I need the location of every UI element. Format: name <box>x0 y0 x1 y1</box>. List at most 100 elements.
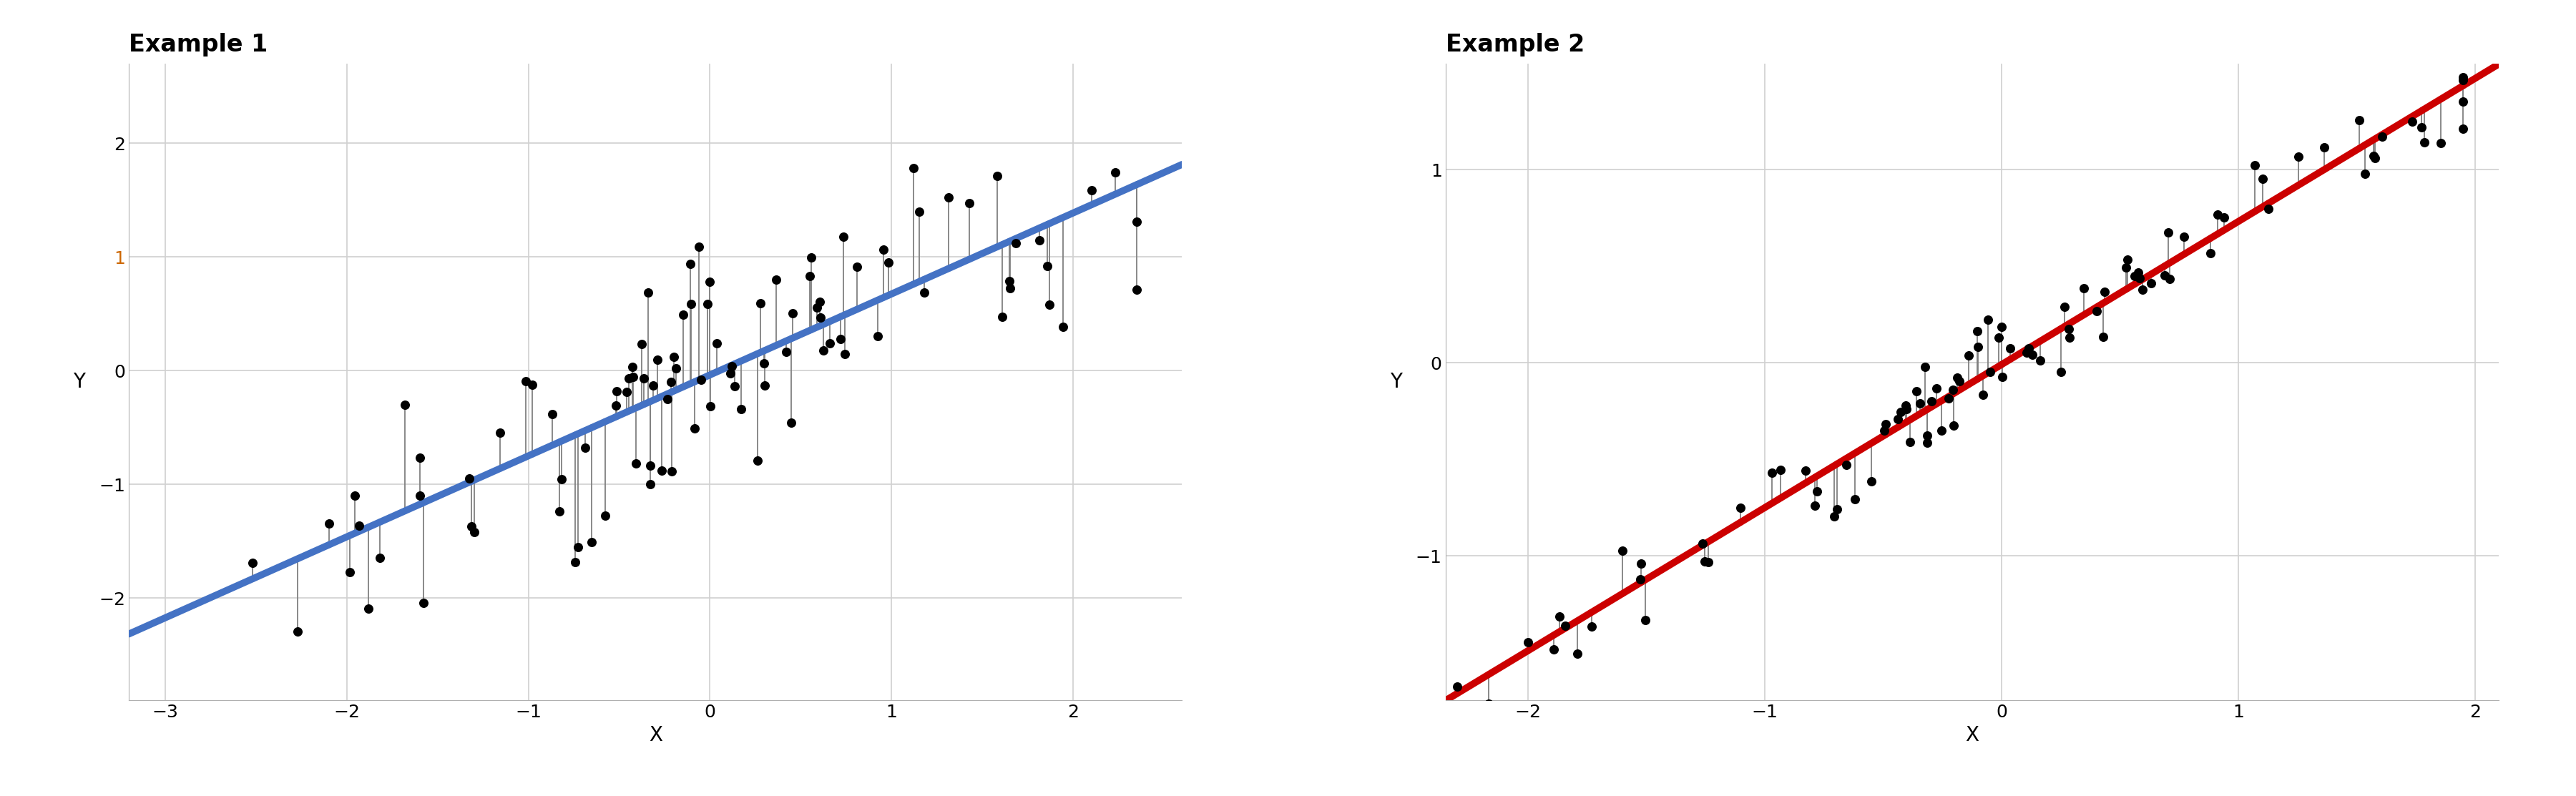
Point <box>675 422 716 435</box>
Point <box>1028 298 1069 311</box>
Point <box>2148 226 2190 239</box>
Point <box>2012 340 2053 353</box>
Point <box>770 332 811 345</box>
Point <box>2107 253 2148 266</box>
Point <box>2442 122 2483 135</box>
Point <box>2164 231 2205 244</box>
Point <box>641 464 683 477</box>
Point <box>1814 459 1855 472</box>
Point <box>1115 178 1157 191</box>
Point <box>402 596 443 609</box>
Point <box>2233 158 2275 171</box>
Point <box>1922 395 1963 408</box>
Point <box>1507 636 1548 649</box>
Point <box>714 357 755 370</box>
Point <box>634 379 675 392</box>
Point <box>1546 619 1587 632</box>
Point <box>680 373 721 385</box>
Point <box>1904 361 1945 373</box>
Point <box>799 296 840 309</box>
Point <box>2084 296 2125 309</box>
Point <box>837 260 878 273</box>
Point <box>1095 188 1136 201</box>
Point <box>278 626 319 638</box>
Point <box>647 388 688 400</box>
Point <box>2303 141 2344 154</box>
Point <box>2442 80 2483 92</box>
Point <box>1968 313 2009 326</box>
Point <box>2107 283 2148 295</box>
Point <box>1795 470 1837 482</box>
Point <box>572 421 613 434</box>
Point <box>1865 428 1906 441</box>
Point <box>837 303 878 316</box>
Point <box>1989 353 2030 366</box>
Point <box>2249 202 2290 215</box>
X-axis label: X: X <box>1965 725 1978 745</box>
Point <box>1834 447 1875 459</box>
Point <box>585 416 626 428</box>
Point <box>1947 349 1989 362</box>
Point <box>2120 271 2161 284</box>
Point <box>2084 286 2125 298</box>
Point <box>1028 259 1069 272</box>
Point <box>2148 256 2190 269</box>
Point <box>1625 614 1667 626</box>
Point <box>1955 373 1996 386</box>
Point <box>1752 497 1793 509</box>
Point <box>791 323 832 336</box>
Point <box>824 308 866 321</box>
Point <box>2020 335 2061 348</box>
Point <box>868 289 909 302</box>
Point <box>2164 248 2205 260</box>
Point <box>1963 388 2004 401</box>
Point <box>554 556 595 568</box>
Point <box>1538 625 1579 638</box>
Point <box>2403 103 2445 115</box>
Point <box>1752 466 1793 479</box>
Point <box>2143 259 2184 272</box>
Point <box>1816 503 1857 516</box>
Point <box>1888 413 1929 426</box>
Point <box>1687 556 1728 569</box>
Y-axis label: Y: Y <box>72 372 85 392</box>
Point <box>711 359 752 372</box>
Point <box>448 472 489 485</box>
Point <box>670 298 711 310</box>
Point <box>791 251 832 263</box>
Point <box>1886 400 1927 412</box>
Point <box>572 536 613 548</box>
Point <box>2241 173 2282 185</box>
Point <box>629 396 670 409</box>
Point <box>696 337 737 349</box>
Point <box>773 306 814 319</box>
Point <box>340 525 381 537</box>
Point <box>1793 499 1834 512</box>
Point <box>649 376 690 388</box>
Point <box>858 330 899 342</box>
Point <box>2391 115 2432 128</box>
Point <box>654 384 696 396</box>
Point <box>399 451 440 464</box>
Point <box>819 310 860 323</box>
Point <box>819 333 860 345</box>
Point <box>2050 317 2092 330</box>
Point <box>2442 80 2483 92</box>
Point <box>2344 139 2385 151</box>
Point <box>1932 419 1973 431</box>
Point <box>2007 346 2048 359</box>
Text: Example 2: Example 2 <box>1445 33 1584 57</box>
Point <box>1020 234 1061 247</box>
Point <box>616 401 657 414</box>
Point <box>894 162 935 174</box>
Point <box>1917 397 1958 410</box>
Point <box>1507 645 1548 657</box>
Point <box>1115 283 1157 296</box>
Point <box>399 498 440 510</box>
Point <box>330 566 371 579</box>
Point <box>1437 681 1479 693</box>
Point <box>2130 268 2172 281</box>
Point <box>1963 369 2004 382</box>
Point <box>863 291 904 304</box>
Point <box>2040 365 2081 378</box>
